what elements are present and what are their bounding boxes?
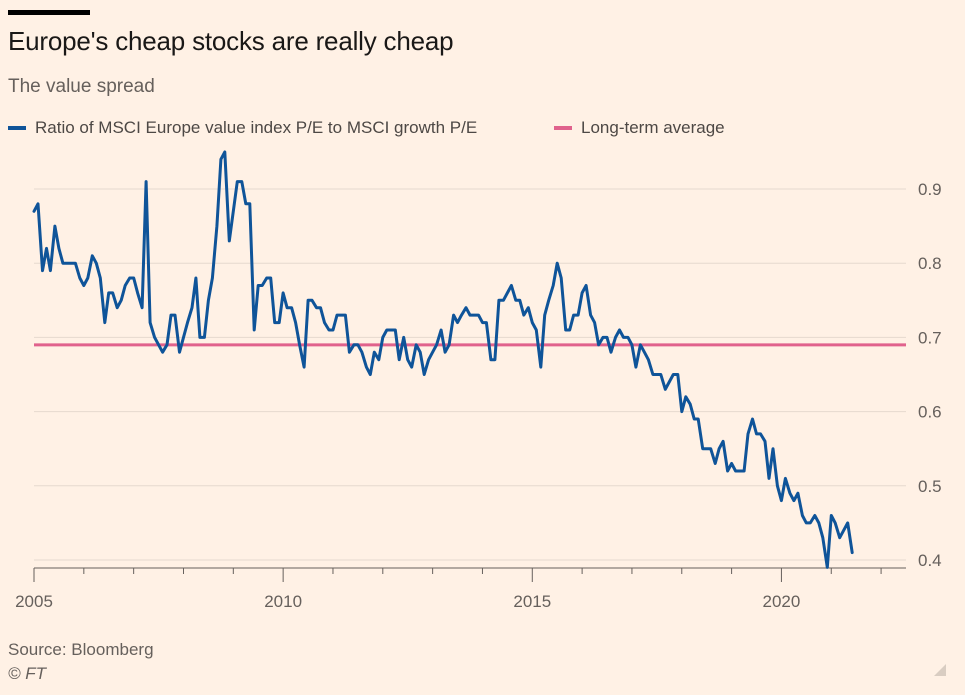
series-layer — [32, 150, 854, 569]
series-line-value-growth-ratio — [32, 150, 854, 569]
y-tick-label: 0.9 — [918, 180, 942, 199]
legend-swatch-average — [554, 126, 572, 130]
y-tick-label: 0.8 — [918, 254, 942, 273]
brand-bar — [8, 10, 90, 15]
chart-title: Europe's cheap stocks are really cheap — [8, 26, 454, 56]
resize-handle-icon[interactable] — [934, 664, 946, 676]
legend-item-average: Long-term average — [554, 118, 725, 138]
source-note: Source: Bloomberg — [8, 640, 154, 659]
legend-swatch-series — [8, 126, 26, 130]
chart-subtitle: The value spread — [8, 76, 155, 97]
x-tick-label: 2005 — [15, 592, 53, 611]
y-tick-label: 0.5 — [918, 477, 942, 496]
legend-item-series: Ratio of MSCI Europe value index P/E to … — [8, 118, 477, 138]
grid-layer — [34, 188, 906, 561]
tick-labels: 0.9 0.8 0.7 0.6 0.5 0.4 2005 2010 2015 2020 — [15, 180, 942, 611]
x-tick-label: 2015 — [513, 592, 551, 611]
x-tick-label: 2010 — [264, 592, 302, 611]
legend-label-average: Long-term average — [581, 118, 725, 137]
x-axis — [33, 567, 906, 582]
y-tick-label: 0.4 — [918, 551, 942, 570]
legend-label-series: Ratio of MSCI Europe value index P/E to … — [35, 118, 478, 137]
x-tick-label: 2020 — [763, 592, 801, 611]
y-tick-label: 0.6 — [918, 403, 942, 422]
y-tick-label: 0.7 — [918, 328, 942, 347]
copyright-note: © FT — [8, 664, 47, 683]
